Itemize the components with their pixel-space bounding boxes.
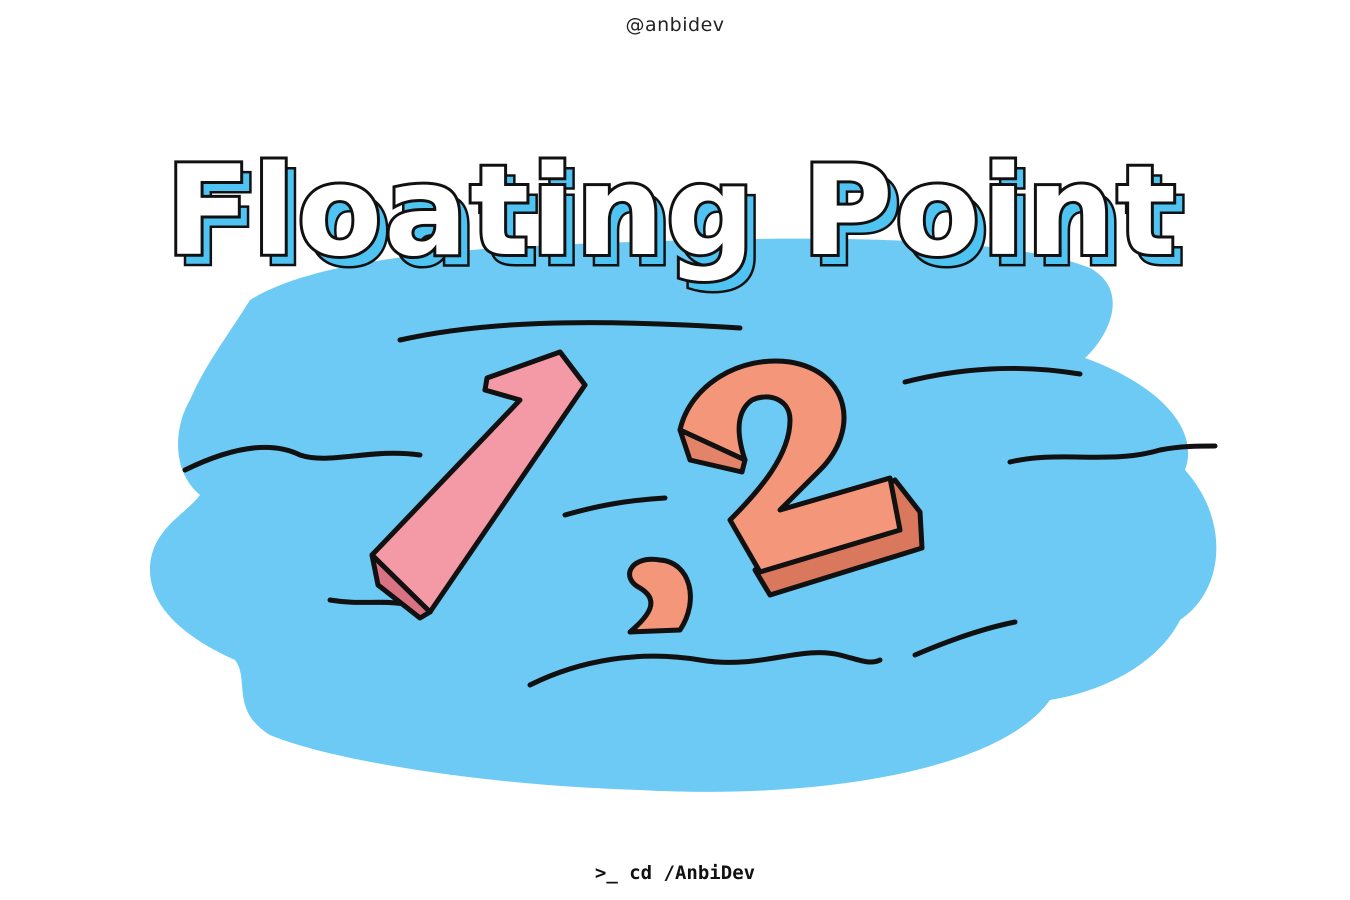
numeral-one xyxy=(369,349,588,621)
water-puddle xyxy=(150,238,1217,792)
numeral-two xyxy=(677,358,925,598)
comma-separator xyxy=(627,556,693,635)
footer-command: >_ cd /AnbiDev xyxy=(594,862,756,884)
author-handle: @anbidev xyxy=(625,14,725,36)
page-title: Floating Point Floating Point xyxy=(163,137,1188,297)
title-shadow: Floating Point xyxy=(175,150,1187,294)
title-text: Floating Point xyxy=(166,140,1178,284)
wave-lines xyxy=(182,320,1218,688)
